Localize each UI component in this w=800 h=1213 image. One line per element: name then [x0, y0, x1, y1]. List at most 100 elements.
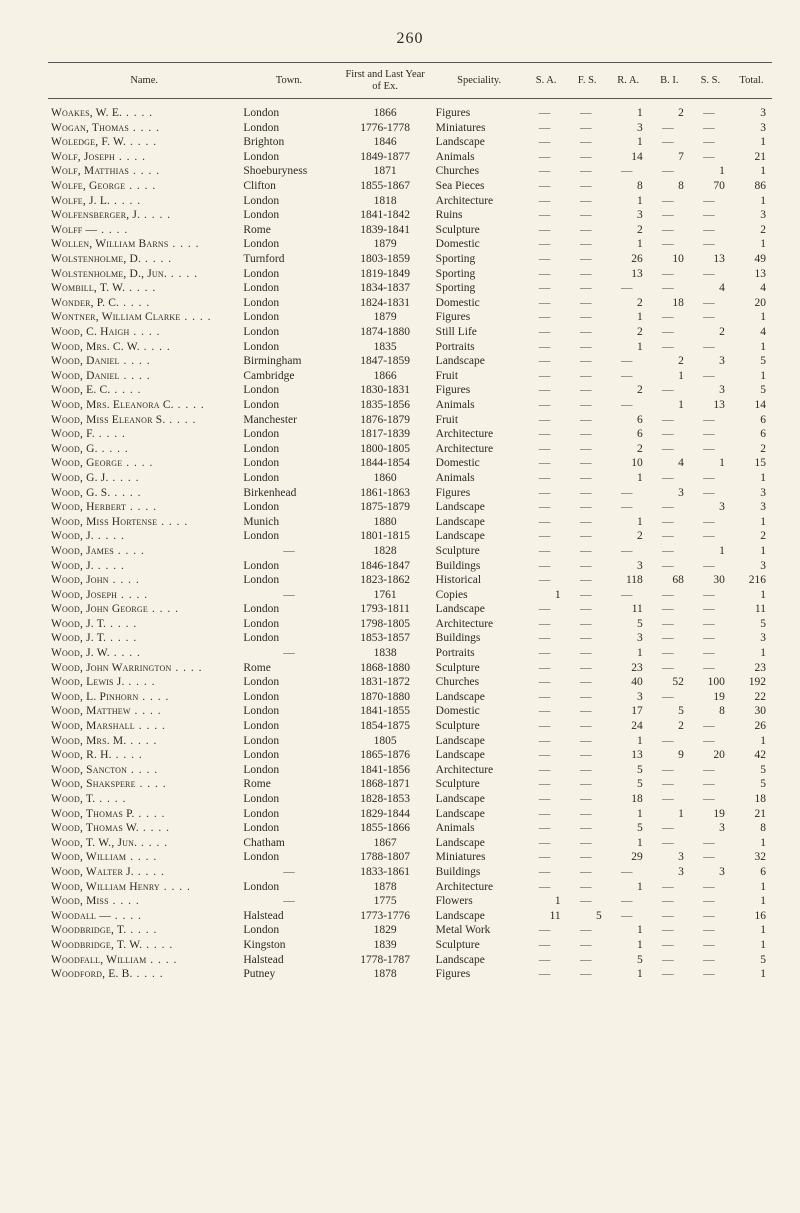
table-row: Wood, Matthew . . . .London1841-1855Dome… — [48, 704, 772, 719]
table-row: Wood, Daniel . . . .Cambridge1866Fruit——… — [48, 368, 772, 383]
cell-year: 1868-1871 — [338, 777, 433, 792]
cell-name: Wood, J. T. . . . . — [48, 631, 240, 646]
cell-town: Cambridge — [240, 368, 337, 383]
cell-name: Wolstenholme, D., Jun. . . . . — [48, 266, 240, 281]
cell-speciality: Landscape — [433, 952, 526, 967]
cell-name: Wood, R. H. . . . . — [48, 748, 240, 763]
cell-ra: 17 — [608, 704, 649, 719]
cell-fs: — — [567, 310, 608, 325]
cell-total: 30 — [731, 704, 772, 719]
cell-fs: — — [567, 967, 608, 982]
cell-ss: — — [690, 967, 731, 982]
cell-bi: — — [649, 135, 690, 150]
cell-town: London — [240, 266, 337, 281]
cell-sa: — — [526, 952, 567, 967]
cell-total: 21 — [731, 150, 772, 165]
table-row: Wontner, William Clarke . . . .London187… — [48, 310, 772, 325]
cell-ra: 1 — [608, 99, 649, 121]
table-row: Wood, Daniel . . . .Birmingham1847-1859L… — [48, 354, 772, 369]
cell-bi: — — [649, 383, 690, 398]
cell-year: 1866 — [338, 368, 433, 383]
cell-total: 1 — [731, 237, 772, 252]
cell-ra: 26 — [608, 252, 649, 267]
cell-ra: 1 — [608, 310, 649, 325]
cell-bi: 1 — [649, 398, 690, 413]
cell-name: Wolf, Joseph . . . . — [48, 150, 240, 165]
cell-fs: — — [567, 164, 608, 179]
cell-name: Wood, C. Haigh . . . . — [48, 325, 240, 340]
table-row: Wood, Thomas W. . . . .London1855-1866An… — [48, 821, 772, 836]
cell-speciality: Churches — [433, 164, 526, 179]
cell-speciality: Landscape — [433, 792, 526, 807]
cell-speciality: Historical — [433, 573, 526, 588]
cell-sa: — — [526, 573, 567, 588]
cell-year: 1878 — [338, 967, 433, 982]
table-row: Wood, Miss . . . .—1775Flowers1————1 — [48, 894, 772, 909]
cell-town: London — [240, 792, 337, 807]
cell-sa: — — [526, 646, 567, 661]
cell-name: Wood, Daniel . . . . — [48, 354, 240, 369]
cell-name: Wood, Lewis J. . . . . — [48, 675, 240, 690]
cell-name: Woakes, W. E. . . . . — [48, 99, 240, 121]
cell-bi: 5 — [649, 704, 690, 719]
cell-town: — — [240, 894, 337, 909]
cell-name: Wood, T. . . . . — [48, 792, 240, 807]
cell-speciality: Landscape — [433, 354, 526, 369]
table-row: Wood, Miss Eleanor S. . . . .Manchester1… — [48, 412, 772, 427]
table-row: Wood, Mrs. M. . . . .London1805Landscape… — [48, 733, 772, 748]
cell-name: Woledge, F. W. . . . . — [48, 135, 240, 150]
cell-name: Wood, Thomas P. . . . . — [48, 806, 240, 821]
table-row: Wolfe, George . . . .Clifton1855-1867Sea… — [48, 179, 772, 194]
cell-name: Wombill, T. W. . . . . — [48, 281, 240, 296]
cell-sa: — — [526, 835, 567, 850]
cell-ss: — — [690, 923, 731, 938]
cell-town: London — [240, 690, 337, 705]
cell-sa: — — [526, 296, 567, 311]
cell-year: 1761 — [338, 587, 433, 602]
cell-total: 14 — [731, 398, 772, 413]
cell-fs: — — [567, 690, 608, 705]
cell-total: 1 — [731, 310, 772, 325]
col-name: Name. — [48, 63, 240, 99]
cell-speciality: Animals — [433, 150, 526, 165]
cell-year: 1847-1859 — [338, 354, 433, 369]
cell-name: Wood, James . . . . — [48, 544, 240, 559]
cell-total: 1 — [731, 938, 772, 953]
cell-fs: — — [567, 354, 608, 369]
cell-bi: 7 — [649, 150, 690, 165]
cell-speciality: Sculpture — [433, 777, 526, 792]
table-row: Wood, Herbert . . . .London1875-1879Land… — [48, 500, 772, 515]
table-row: Wood, John Warrington . . . .Rome1868-18… — [48, 660, 772, 675]
table-row: Woodbridge, T. W. . . . .Kingston1839Scu… — [48, 938, 772, 953]
cell-speciality: Fruit — [433, 368, 526, 383]
cell-name: Wood, J. . . . . — [48, 558, 240, 573]
cell-name: Wood, E. C. . . . . — [48, 383, 240, 398]
cell-total: 1 — [731, 646, 772, 661]
cell-town: London — [240, 99, 337, 121]
cell-ss: — — [690, 908, 731, 923]
cell-total: 3 — [731, 208, 772, 223]
cell-bi: 3 — [649, 850, 690, 865]
cell-town: — — [240, 544, 337, 559]
cell-year: 1878 — [338, 879, 433, 894]
cell-ss: 1 — [690, 544, 731, 559]
cell-bi: — — [649, 427, 690, 442]
cell-ss: — — [690, 339, 731, 354]
cell-total: 8 — [731, 821, 772, 836]
cell-ss: — — [690, 894, 731, 909]
cell-fs: — — [567, 120, 608, 135]
cell-name: Wollen, William Barns . . . . — [48, 237, 240, 252]
cell-bi: 10 — [649, 252, 690, 267]
cell-fs: — — [567, 398, 608, 413]
cell-town: Rome — [240, 660, 337, 675]
cell-speciality: Architecture — [433, 427, 526, 442]
cell-bi: — — [649, 733, 690, 748]
table-row: Woledge, F. W. . . . .Brighton1846Landsc… — [48, 135, 772, 150]
table-row: Wood, G. . . . .London1800-1805Architect… — [48, 441, 772, 456]
cell-fs: — — [567, 835, 608, 850]
cell-ra: 13 — [608, 748, 649, 763]
cell-fs: — — [567, 952, 608, 967]
cell-bi: 3 — [649, 485, 690, 500]
cell-bi: — — [649, 646, 690, 661]
cell-fs: — — [567, 558, 608, 573]
